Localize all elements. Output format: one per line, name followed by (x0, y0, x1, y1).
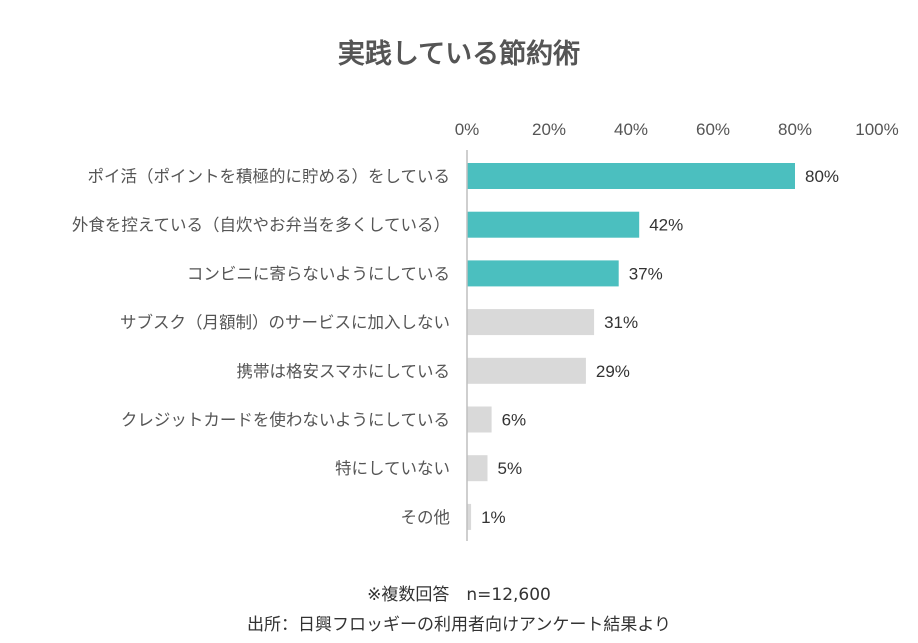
x-tick-label: 40% (614, 120, 648, 139)
category-label: ポイ活（ポイントを積極的に貯める）をしている (87, 167, 450, 186)
data-label: 5% (498, 459, 523, 478)
x-tick-label: 100% (855, 120, 898, 139)
data-label: 37% (629, 264, 663, 283)
category-label: コンビニに寄らないようにしている (187, 264, 450, 283)
data-label: 1% (481, 508, 506, 527)
bar (467, 357, 586, 384)
category-label: クレジットカードを使わないようにしている (121, 411, 450, 430)
bar (467, 503, 472, 530)
data-label: 42% (649, 216, 683, 235)
x-tick-label: 60% (696, 120, 730, 139)
x-tick-label: 80% (778, 120, 812, 139)
bar (467, 309, 595, 336)
category-label: サブスク（月額制）のサービスに加入しない (120, 312, 450, 332)
data-label: 31% (604, 313, 638, 332)
data-label: 6% (502, 411, 527, 430)
bar (467, 260, 619, 287)
sample-note: ※複数回答 n=12,600 (367, 585, 551, 605)
bar (467, 211, 640, 238)
category-label: 特にしていない (335, 459, 450, 478)
source-note: 出所：日興フロッギーの利用者向けアンケート結果より (247, 615, 671, 635)
category-label: 外食を控えている（自炊やお弁当を多くしている） (72, 216, 450, 235)
x-tick-label: 20% (532, 120, 566, 139)
data-label: 80% (805, 167, 839, 186)
data-label: 29% (596, 362, 630, 381)
category-label: 携帯は格安スマホにしている (236, 362, 450, 381)
bar (467, 455, 488, 482)
chart-title: 実践している節約術 (337, 39, 581, 70)
category-label: その他 (401, 508, 451, 527)
bar (467, 163, 795, 189)
x-tick-label: 0% (455, 120, 480, 139)
bar (467, 406, 492, 433)
